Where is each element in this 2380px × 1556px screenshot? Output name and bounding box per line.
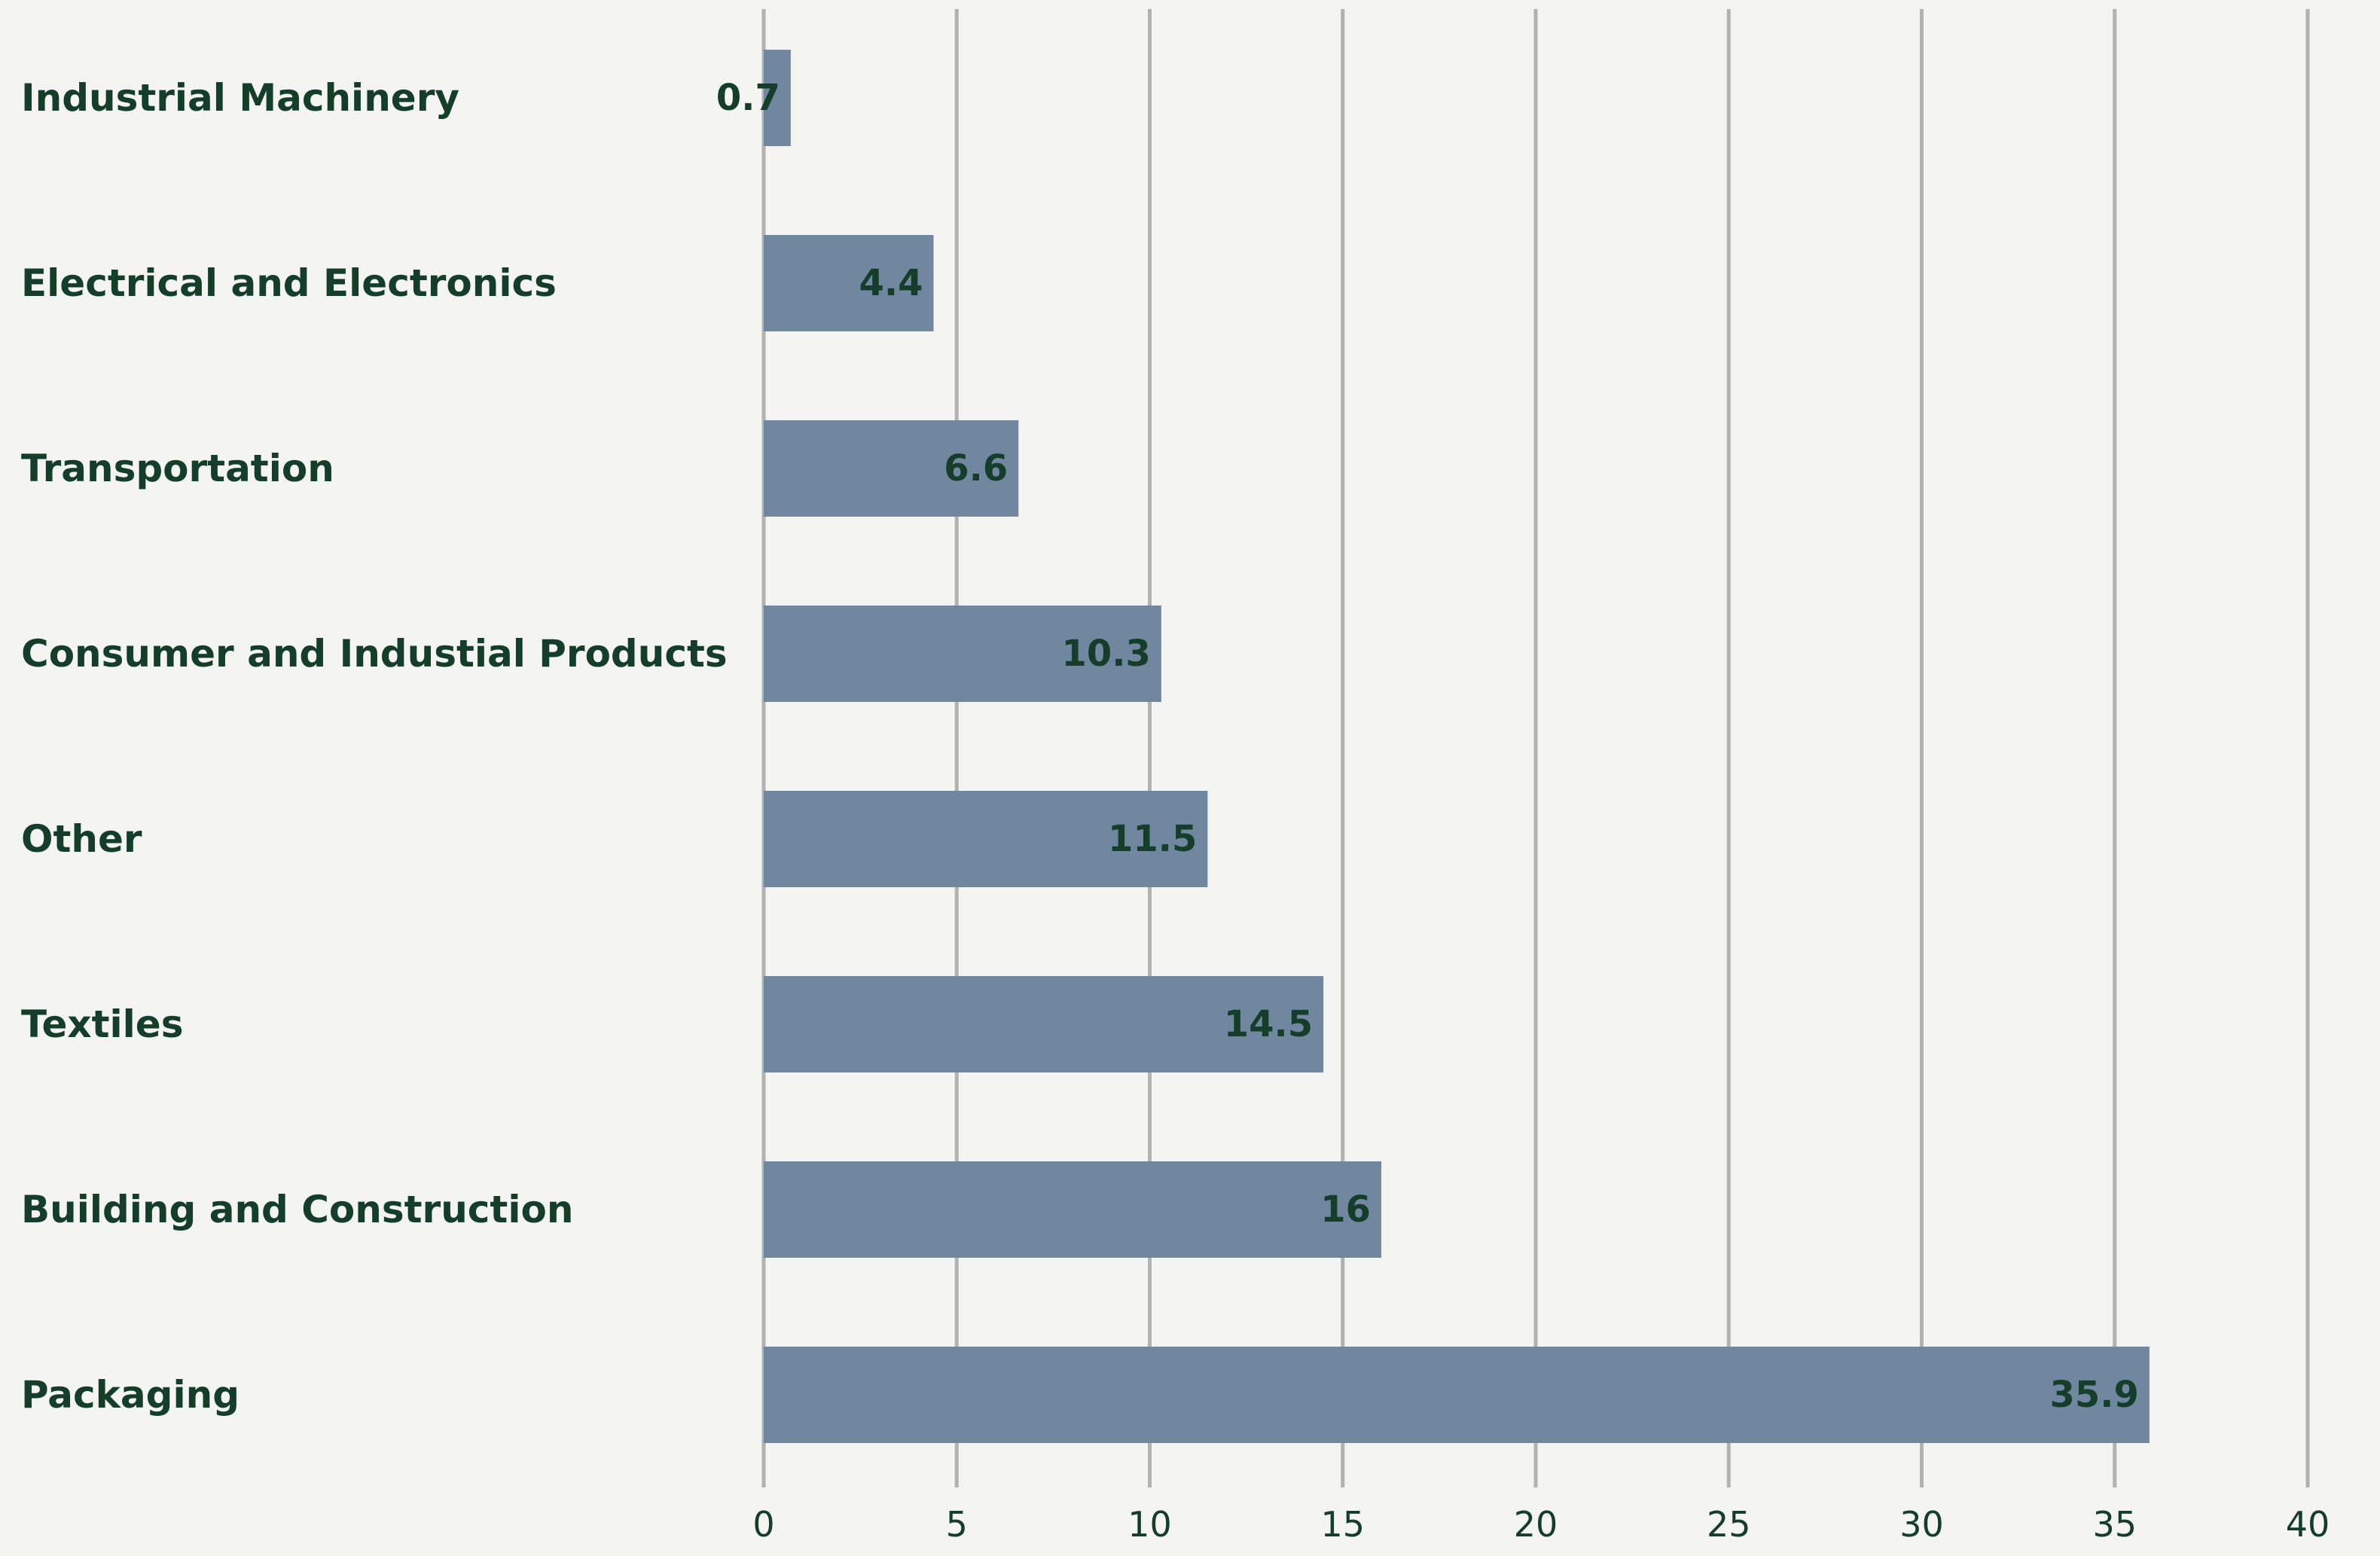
x-tick-label: 30 xyxy=(1899,1504,1944,1545)
x-tick-label: 5 xyxy=(946,1504,968,1545)
bar xyxy=(764,50,791,146)
x-tick-label: 10 xyxy=(1127,1504,1172,1545)
value-label: 35.9 xyxy=(2049,1374,2138,1416)
category-label: Transportation xyxy=(21,447,334,490)
bar xyxy=(764,976,1324,1072)
category-label: Other xyxy=(21,817,142,861)
value-label: 4.4 xyxy=(859,262,923,304)
bar-layer xyxy=(764,50,2150,1443)
value-label: 11.5 xyxy=(1108,818,1197,860)
category-label: Electrical and Electronics xyxy=(21,261,557,305)
value-label: 14.5 xyxy=(1224,1003,1313,1045)
category-label: Building and Construction xyxy=(21,1188,573,1231)
category-label: Packaging xyxy=(21,1373,240,1417)
x-tick-label: 20 xyxy=(1514,1504,1558,1545)
value-label: 6.6 xyxy=(944,447,1008,490)
grid-layer xyxy=(761,9,2310,1487)
category-label: Industrial Machinery xyxy=(21,76,459,120)
bar xyxy=(764,420,1019,517)
value-label: 10.3 xyxy=(1061,633,1150,675)
x-tick-label: 35 xyxy=(2092,1504,2137,1545)
category-label: Consumer and Industial Products xyxy=(21,632,728,676)
bar xyxy=(764,235,934,331)
x-tick-label: 40 xyxy=(2286,1504,2330,1545)
value-label: 0.7 xyxy=(716,77,780,119)
x-tick-label: 0 xyxy=(752,1504,774,1545)
bar xyxy=(764,791,1208,887)
value-label: 16 xyxy=(1320,1188,1371,1231)
x-tick-label: 25 xyxy=(1707,1504,1751,1545)
bar xyxy=(764,1347,2150,1443)
x-tick-label: 15 xyxy=(1320,1504,1365,1545)
bar xyxy=(764,606,1161,702)
bar xyxy=(764,1161,1381,1258)
category-label: Textiles xyxy=(21,1002,183,1046)
label-layer: 0 5 10 15 20 25 30 35 40 Industrial Machinery 0.7 E… xyxy=(21,76,2330,1545)
